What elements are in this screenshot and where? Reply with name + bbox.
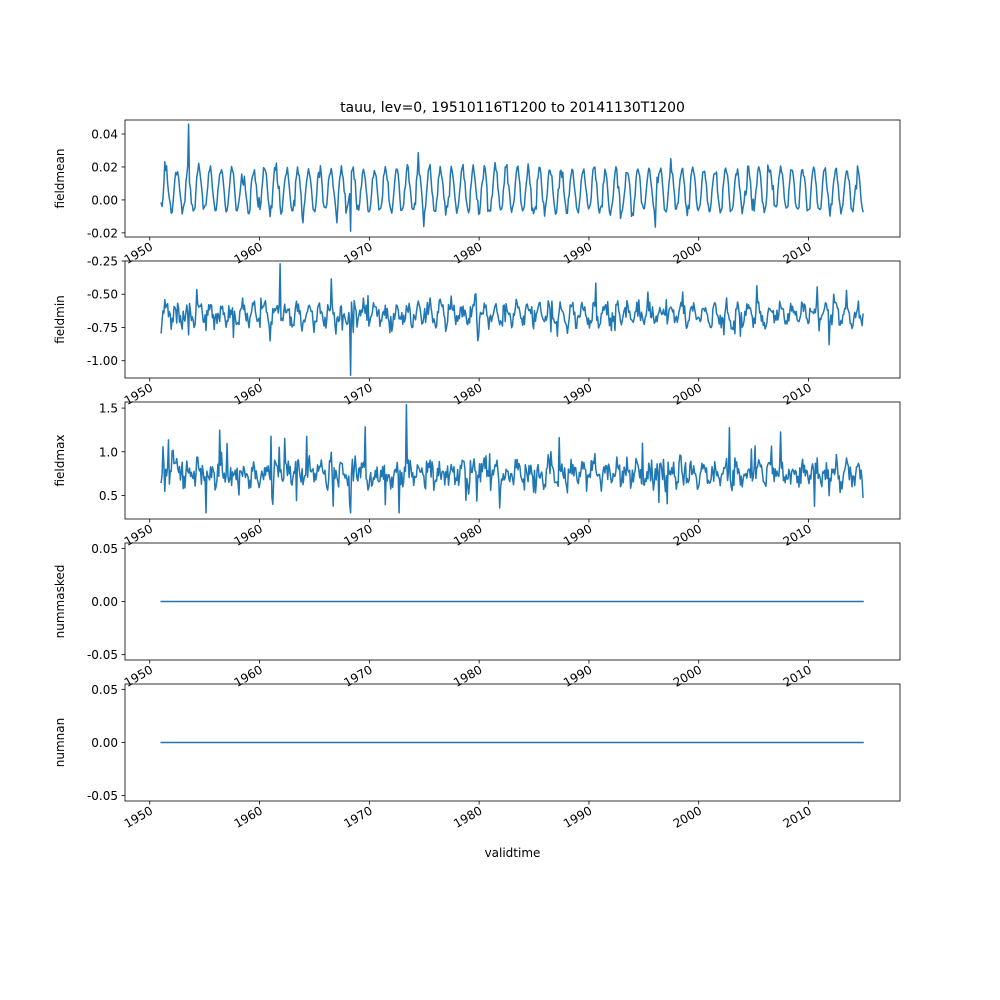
y-tick-label: -0.05 [87, 789, 118, 803]
y-tick-label: 0.04 [91, 128, 118, 142]
y-axis-label-fieldmax: fieldmax [53, 434, 67, 486]
y-tick-label: 0.00 [91, 736, 118, 750]
y-tick-label: 0.05 [91, 542, 118, 556]
y-axis-label-numnan: numnan [53, 718, 67, 767]
y-axis-label-fieldmean: fieldmean [53, 149, 67, 209]
y-tick-label: -0.25 [87, 255, 118, 269]
y-tick-label: -1.00 [87, 354, 118, 368]
y-axis-label-nummasked: nummasked [53, 565, 67, 639]
chart-title: tauu, lev=0, 19510116T1200 to 20141130T1… [340, 100, 685, 116]
axes-frame-fieldmin [124, 260, 901, 379]
y-tick-label: 1.5 [99, 402, 118, 416]
axes-frame-fieldmean [124, 119, 901, 238]
series-line-fieldmin [160, 262, 864, 377]
series-line-fieldmean [160, 123, 864, 232]
y-tick-label: 0.00 [91, 595, 118, 609]
y-tick-label: 0.5 [99, 489, 118, 503]
y-tick-label: -0.75 [87, 321, 118, 335]
x-axis-label: validtime [485, 846, 541, 860]
y-axis-label-fieldmin: fieldmin [53, 295, 67, 344]
y-tick-label: 1.0 [99, 445, 118, 459]
y-tick-label: 0.00 [91, 193, 118, 207]
y-tick-label: 0.02 [91, 160, 118, 174]
y-tick-label: 0.05 [91, 683, 118, 697]
y-tick-label: -0.50 [87, 288, 118, 302]
y-tick-label: -0.05 [87, 648, 118, 662]
axes-frame-fieldmax [124, 401, 901, 520]
series-line-fieldmax [160, 403, 864, 514]
y-tick-label: -0.02 [87, 226, 118, 240]
